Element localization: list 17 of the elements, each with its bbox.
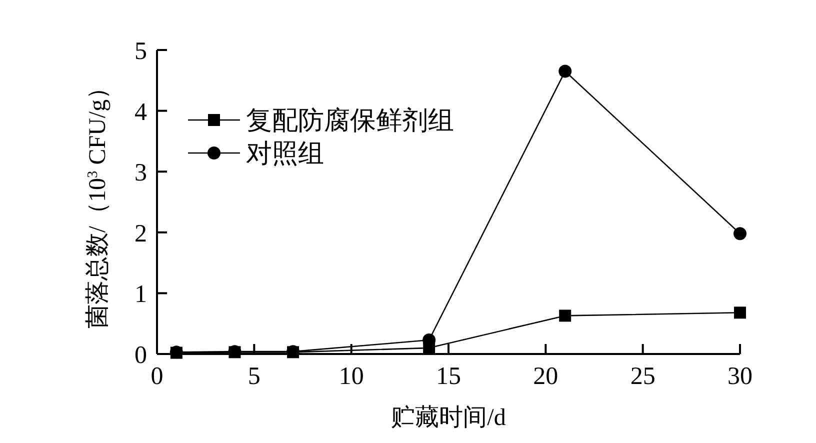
x-axis-title: 贮藏时间/d — [391, 405, 506, 431]
x-tick-label: 5 — [248, 363, 260, 390]
x-tick-label: 20 — [533, 363, 558, 390]
y-tick-label: 0 — [134, 342, 147, 369]
x-tick-label: 25 — [630, 363, 656, 390]
legend-item: 复配防腐保鲜剂组 — [188, 106, 454, 135]
y-tick-label: 3 — [134, 160, 147, 187]
y-tick-label: 4 — [134, 98, 148, 126]
x-tick-label: 30 — [728, 363, 752, 390]
legend-item: 对照组 — [188, 139, 324, 168]
y-tick-label: 1 — [134, 281, 147, 308]
legend-label: 对照组 — [246, 139, 324, 168]
legend-label: 复配防腐保鲜剂组 — [246, 106, 454, 135]
x-tick-label: 15 — [436, 363, 461, 390]
y-tick-label: 2 — [134, 220, 147, 248]
y-tick-label: 5 — [134, 38, 147, 65]
x-tick-label: 10 — [338, 363, 364, 390]
